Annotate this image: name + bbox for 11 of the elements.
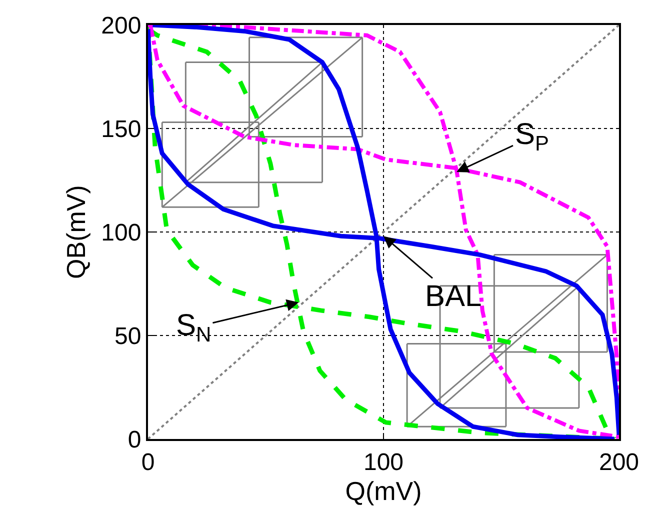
annotation: S$_{P}$ [515,118,550,156]
y-tick-label: 150 [101,116,142,143]
x-tick-label: 100 [363,448,404,476]
y-tick-label: 200 [101,12,142,40]
y-tick-label: 0 [128,426,142,454]
annotation: BAL [425,280,482,313]
x-tick-label: 200 [598,448,640,476]
y-tick-label: 50 [114,322,142,350]
y-axis-title: QB(mV) [61,185,92,279]
x-axis-title: Q(mV) [345,476,422,506]
y-tick-label: 100 [101,219,142,246]
